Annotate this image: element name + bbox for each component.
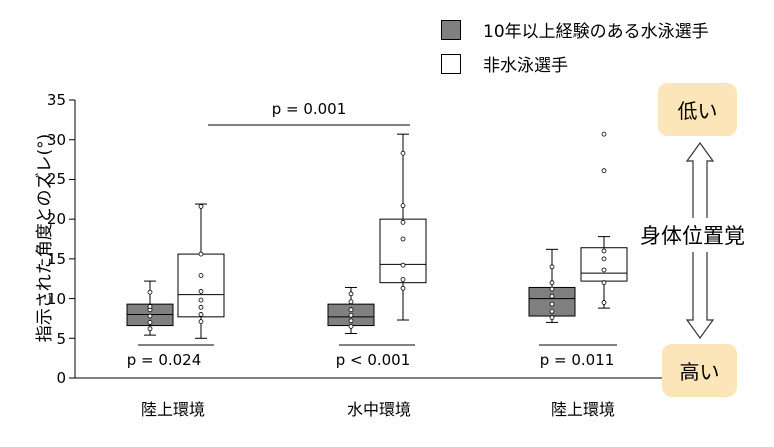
data-point [147,313,153,319]
data-point [400,285,406,291]
data-point [400,203,406,209]
data-point [601,280,607,286]
data-point [400,219,406,225]
data-point [198,273,204,278]
data-point [198,297,204,303]
data-point [601,168,607,174]
legend-item-nonswimmer: 非水泳選手 [441,51,568,76]
data-point [549,264,555,270]
data-point [198,204,204,209]
data-point [147,304,153,309]
data-point [198,251,204,257]
data-point [549,315,555,321]
data-point [348,299,354,305]
data-point [198,304,204,310]
badge-low: 低い [658,83,737,136]
data-point [147,319,153,325]
y-tick-label: 35 [46,91,66,109]
data-point [198,319,204,325]
data-point [549,280,555,286]
y-tick-label: 25 [46,170,66,188]
data-point [147,326,153,332]
y-tick-label: 0 [56,369,66,387]
box-nonswimmer [379,218,427,284]
p-value-label: p < 0.001 [335,351,411,369]
legend-swatch-nonswimmer [441,53,461,74]
data-point [601,131,607,137]
data-point [348,323,354,329]
p-value-label: p = 0.024 [126,351,202,369]
data-point [400,236,406,242]
y-tick-label: 20 [46,210,66,228]
data-point [147,289,153,295]
legend-label-swimmer: 10年以上経験のある水泳選手 [483,22,709,42]
y-axis-label: 指示された角度とのズレ(°) [35,133,55,343]
data-point [400,277,406,282]
data-point [348,312,354,318]
data-point [601,300,607,305]
data-point [400,262,406,268]
p-value-label: p = 0.011 [539,351,615,369]
legend-swatch-swimmer [441,19,461,40]
y-tick-label: 15 [46,250,66,268]
data-point [601,256,607,262]
bracket-p-label: p = 0.001 [271,100,347,118]
data-point [348,318,354,324]
data-point [549,286,555,292]
x-category-label: 陸上環境 [140,400,205,419]
data-point [198,289,204,294]
badge-high: 高い [662,344,737,397]
data-point [549,308,555,314]
data-point [601,248,607,254]
legend-label-nonswimmer: 非水泳選手 [483,56,568,76]
box-nonswimmer [580,247,628,282]
data-point [348,307,354,313]
sense-label: 身体位置覚 [640,218,745,252]
data-point [549,293,555,299]
x-category-label: 水中環境 [346,400,411,419]
x-category-label: 陸上環境 [550,400,615,419]
data-point [348,291,354,297]
y-tick-label: 5 [56,330,66,348]
data-point [549,301,555,307]
legend-item-swimmer: 10年以上経験のある水泳選手 [441,17,709,42]
y-tick-label: 30 [46,131,66,149]
data-point [400,150,406,156]
y-tick-label: 10 [46,290,66,308]
data-point [198,312,204,317]
data-point [601,267,607,273]
